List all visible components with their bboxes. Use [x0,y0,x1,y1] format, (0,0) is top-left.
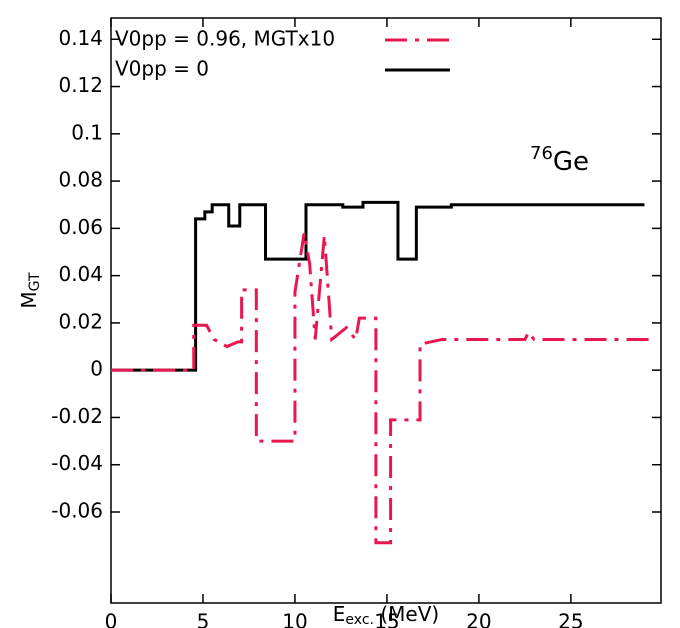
x-tick-label: 10 [282,610,307,628]
series-line [111,232,650,545]
y-tick-label: -0.04 [51,451,103,475]
y-tick-label: 0.02 [58,309,103,333]
y-tick-label: -0.06 [51,499,103,523]
x-axis-label: Eexc. (MeV) [333,602,439,628]
y-tick-label: 0.1 [71,120,103,144]
annotation-base: Ge [553,147,589,177]
y-tick-label: 0.04 [58,262,103,286]
legend-label: V0pp = 0.96, MGTx10 [115,27,335,51]
y-tick-label: -0.02 [51,404,103,428]
y-tick-label: 0 [90,357,103,381]
legend-label: V0pp = 0 [115,57,209,81]
annotation-sup: 76 [530,143,553,164]
x-tick-label: 0 [105,610,118,628]
y-tick-label: 0.14 [58,26,103,50]
y-axis-label-sub: GT [27,272,43,291]
x-tick-label: 20 [466,610,491,628]
x-axis-label-base: E [333,602,346,626]
y-axis-label: MGT [17,272,44,309]
series-line [111,200,645,372]
y-axis-label-base: M [17,291,41,308]
x-axis-label-sub: exc. [345,612,374,628]
y-tick-label: 0.12 [58,73,103,97]
x-tick-label: 25 [558,610,583,628]
plot-frame [110,17,662,604]
x-axis-label-rest: (MeV) [374,602,439,626]
annotation: 76Ge [530,143,589,177]
y-tick-label: 0.06 [58,215,103,239]
x-tick-label: 15 [374,610,399,628]
x-tick-label: 5 [197,610,210,628]
y-tick-label: 0.08 [58,168,103,192]
